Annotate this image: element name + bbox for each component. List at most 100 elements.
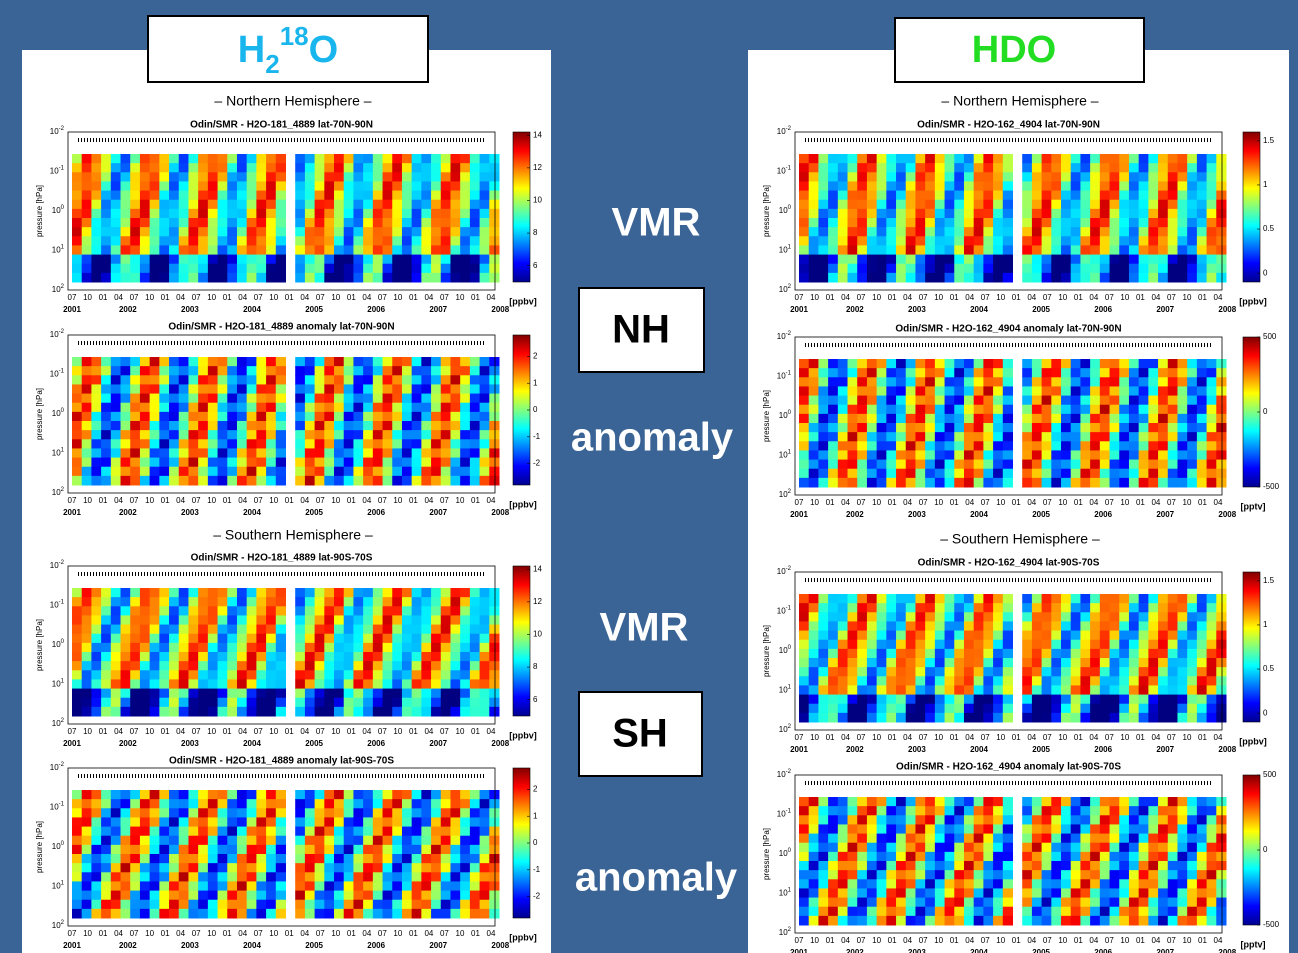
heat-cell [256,872,267,882]
heat-cell [866,712,878,723]
heat-cell [479,881,490,892]
heat-cell [188,411,199,422]
heat-cell [353,254,364,265]
heat-cell [808,441,819,451]
heat-cell [178,633,189,644]
heat-cell [295,254,306,265]
heat-cell [944,245,955,256]
heat-cell [178,393,189,404]
heat-cell [1070,694,1081,705]
heat-cell [81,154,92,164]
heat-cell [1196,227,1208,237]
x-tick-label: 07 [316,293,325,302]
x-tick-label: 07 [316,496,325,505]
heat-cell [1090,404,1101,415]
heat-cell [149,430,160,440]
heat-cell [440,430,451,440]
heat-field [72,154,500,283]
heat-cell [489,199,500,210]
heat-cell [963,861,975,871]
heat-cell [1158,621,1169,632]
heat-cell [101,439,112,449]
heat-cell [1148,712,1159,723]
heat-cell [837,897,849,908]
heat-cell [963,386,975,397]
heat-cell [266,366,277,376]
heat-cell [905,386,916,397]
heat-cell [973,459,984,470]
heat-cell [139,272,151,283]
heat-cell [431,421,442,431]
heat-cell [469,826,481,837]
heat-cell [1031,594,1043,604]
heat-cell [1119,603,1130,613]
heat-cell [983,851,994,862]
heat-cell [944,172,955,182]
heat-cell [1109,413,1120,424]
heat-cell [130,272,141,283]
heat-cell [450,366,461,376]
heat-cell [217,606,228,616]
heat-cell [411,172,422,182]
heat-cell [993,833,1004,844]
heat-cell [818,432,829,442]
heat-cell [847,432,858,442]
colorbar-tick-label: 14 [533,130,542,139]
heat-cell [353,597,364,607]
heat-cell [1031,667,1043,677]
heat-cell [915,621,926,632]
heat-cell [392,384,403,395]
heat-cell [198,881,209,892]
heat-cell [1158,190,1169,201]
heat-cell [1051,667,1062,677]
heat-cell [91,457,102,468]
heat-cell [227,854,238,864]
heat-cell [1061,621,1072,632]
heat-cell [401,799,413,809]
heat-cell [808,245,819,256]
heat-cell [489,863,500,873]
year-label: 2006 [1094,510,1112,519]
heat-cell [460,908,471,919]
heat-cell [1128,468,1140,479]
heat-cell [973,432,984,442]
heat-cell [857,395,868,406]
heat-cell [1041,172,1052,182]
heat-cell [915,359,926,369]
heat-cell [304,835,316,846]
heat-cell [837,172,849,182]
heat-cell [110,670,122,680]
heat-cell [392,863,403,873]
heat-cell [837,676,849,686]
heat-cell [392,439,403,449]
x-tick-label: 07 [130,727,139,736]
heat-cell [799,603,810,613]
heat-cell [217,706,228,717]
heat-cell [120,393,131,404]
heat-cell [256,606,267,616]
heat-cell [857,824,868,835]
heat-cell [1022,208,1033,219]
heat-cell [905,190,916,201]
heat-cell [314,218,325,228]
heat-cell [1051,413,1062,424]
heat-cell [440,652,451,662]
heat-cell [101,172,112,182]
heat-cell [401,466,413,477]
heat-cell [1099,404,1111,415]
heat-cell [363,366,374,376]
heat-cell [1128,694,1140,705]
heat-cell [993,245,1004,256]
heat-cell [401,899,413,910]
heat-cell [1090,423,1101,433]
heat-cell [818,272,829,283]
heat-cell [207,679,219,690]
heat-cell [1109,459,1120,470]
heat-cell [450,163,461,173]
heat-cell [954,906,965,917]
heat-cell [489,384,500,395]
heat-cell [110,872,122,882]
heat-cell [944,181,955,192]
heat-cell [1051,477,1062,488]
heat-cell [983,906,994,917]
